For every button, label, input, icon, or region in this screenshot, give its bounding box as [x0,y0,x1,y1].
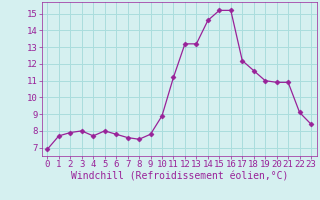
X-axis label: Windchill (Refroidissement éolien,°C): Windchill (Refroidissement éolien,°C) [70,172,288,182]
